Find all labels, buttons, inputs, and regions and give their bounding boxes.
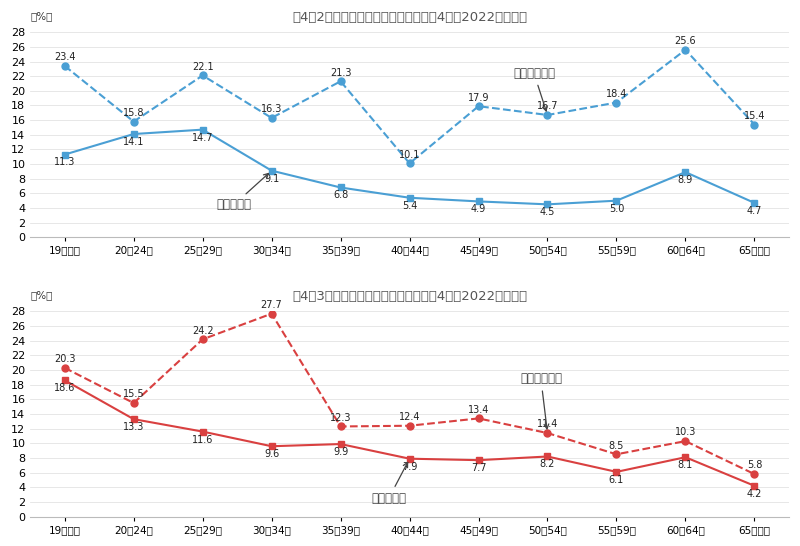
Text: 女（パート）: 女（パート） (520, 372, 562, 429)
Text: 4.5: 4.5 (540, 207, 555, 217)
Text: 8.9: 8.9 (678, 175, 693, 185)
Text: 12.4: 12.4 (399, 412, 420, 422)
Text: 6.1: 6.1 (609, 475, 624, 485)
Text: 22.1: 22.1 (192, 62, 214, 72)
Text: 男（パート）: 男（パート） (513, 67, 555, 111)
Text: （%）: （%） (30, 11, 53, 21)
Text: 男（一般）: 男（一般） (216, 174, 269, 211)
Text: 11.3: 11.3 (54, 157, 75, 168)
Text: 13.3: 13.3 (123, 422, 144, 432)
Text: 8.2: 8.2 (540, 459, 555, 470)
Text: （%）: （%） (30, 290, 53, 300)
Text: 8.5: 8.5 (609, 441, 624, 450)
Title: 図4－2　年齢階級別転職入職率（令和4年（2022）・男）: 図4－2 年齢階級別転職入職率（令和4年（2022）・男） (292, 11, 527, 24)
Text: 16.7: 16.7 (537, 102, 558, 111)
Text: 15.4: 15.4 (744, 111, 765, 121)
Text: 27.7: 27.7 (261, 300, 282, 310)
Text: 4.9: 4.9 (471, 204, 486, 215)
Text: 21.3: 21.3 (330, 68, 351, 78)
Text: 23.4: 23.4 (54, 52, 75, 62)
Text: 6.8: 6.8 (333, 191, 348, 200)
Text: 10.1: 10.1 (399, 150, 420, 159)
Text: 15.8: 15.8 (123, 108, 145, 118)
Text: 18.4: 18.4 (606, 89, 627, 99)
Text: 11.4: 11.4 (537, 419, 558, 429)
Text: 9.9: 9.9 (333, 447, 348, 457)
Text: 9.1: 9.1 (264, 174, 279, 183)
Text: 7.7: 7.7 (470, 463, 486, 473)
Text: 24.2: 24.2 (192, 325, 214, 336)
Text: 7.9: 7.9 (402, 461, 418, 472)
Text: 9.6: 9.6 (264, 449, 279, 459)
Text: 5.8: 5.8 (746, 460, 762, 471)
Text: 女（一般）: 女（一般） (371, 462, 408, 505)
Text: 10.3: 10.3 (674, 428, 696, 437)
Text: 4.7: 4.7 (746, 206, 762, 216)
Text: 15.5: 15.5 (123, 389, 145, 399)
Text: 4.2: 4.2 (746, 489, 762, 498)
Text: 14.1: 14.1 (123, 137, 144, 147)
Text: 5.0: 5.0 (609, 204, 624, 213)
Text: 18.6: 18.6 (54, 383, 75, 393)
Text: 20.3: 20.3 (54, 354, 75, 364)
Text: 17.9: 17.9 (468, 92, 490, 103)
Text: 14.7: 14.7 (192, 133, 214, 143)
Title: 図4－3　年齢階級別転職入職率（令和4年（2022）・女）: 図4－3 年齢階級別転職入職率（令和4年（2022）・女） (292, 290, 527, 304)
Text: 12.3: 12.3 (330, 413, 351, 423)
Text: 16.3: 16.3 (261, 104, 282, 114)
Text: 11.6: 11.6 (192, 435, 214, 444)
Text: 13.4: 13.4 (468, 405, 490, 415)
Text: 8.1: 8.1 (678, 460, 693, 470)
Text: 5.4: 5.4 (402, 201, 418, 211)
Text: 25.6: 25.6 (674, 36, 696, 46)
